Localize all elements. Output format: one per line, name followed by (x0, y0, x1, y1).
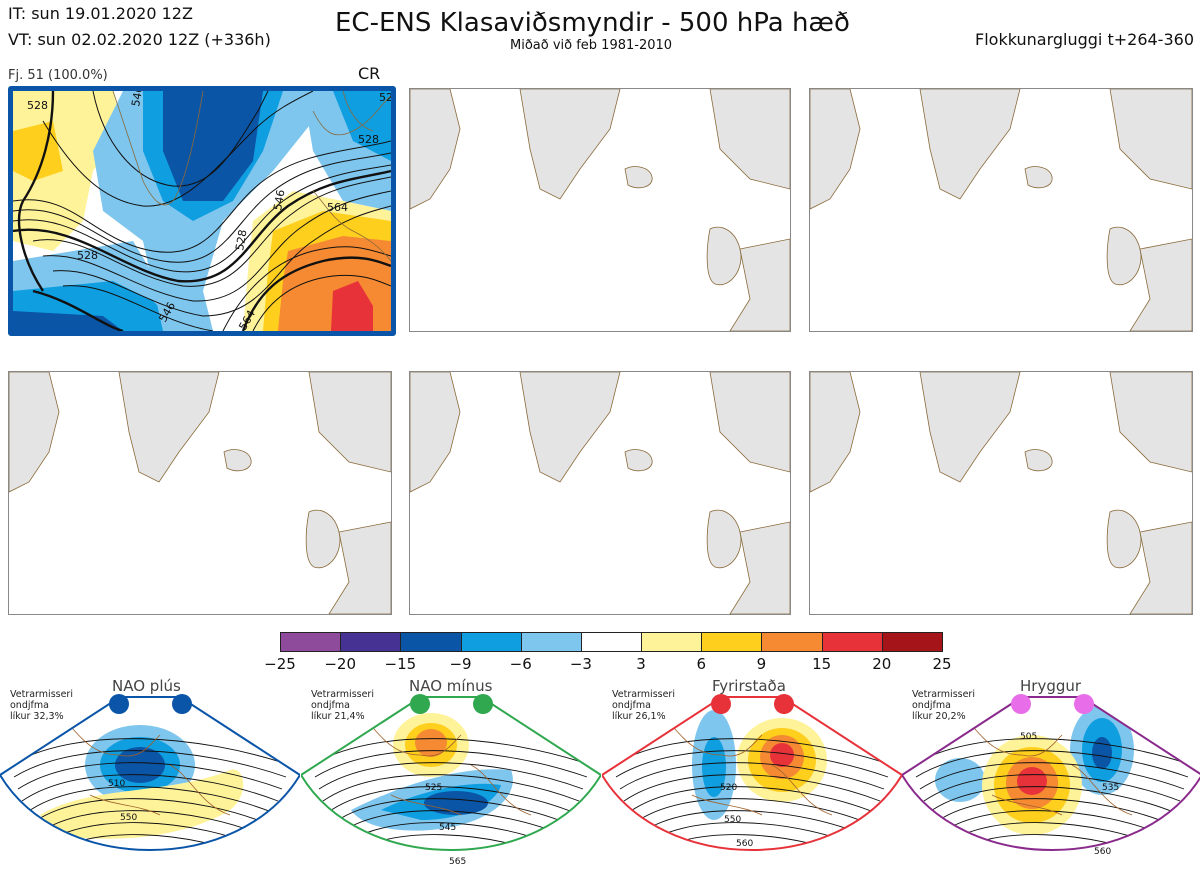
colorbar-swatch (520, 632, 582, 652)
colorbar-swatch (821, 632, 883, 652)
contour-label: 535 (1102, 783, 1120, 793)
contour-label: 528 (27, 99, 48, 112)
regime-thumbnail[interactable]: Fyrirstaða Vetrarmisseri ondjfma líkur 26,1… (602, 675, 902, 871)
regime-probability: Vetrarmisseri ondjfma líkur 21,4% (311, 689, 374, 722)
contour-label: 565 (449, 857, 467, 867)
colorbar-tick-label: 3 (636, 655, 646, 673)
anomaly-map: 528 546 528 528 546 564 528 546 564 528 (13, 91, 391, 331)
colorbar-tick-label: 9 (756, 655, 767, 673)
colorbar-tick-label: 15 (812, 655, 832, 673)
cluster-panel-3[interactable] (809, 88, 1193, 332)
contour-label: 528 (77, 249, 98, 262)
valid-time: VT: sun 02.02.2020 12Z (+336h) (8, 30, 271, 49)
regime-marker (774, 694, 794, 714)
colorbar-tick-label: −9 (449, 655, 472, 673)
colorbar-tick-label: 25 (932, 655, 952, 673)
contour-label: 528 (379, 91, 391, 104)
member-count-label: Fj. 51 (100.0%) (8, 68, 108, 83)
colorbar-swatch (881, 632, 943, 652)
contour-label: 525 (425, 783, 443, 793)
page-title: EC-ENS Klasaviðsmyndir - 500 hPa hæð (335, 8, 850, 38)
contour-label: 546 (271, 189, 287, 212)
regime-probability: Vetrarmisseri ondjfma líkur 20,2% (912, 689, 975, 722)
empty-map (810, 89, 1192, 331)
regime-probability: Vetrarmisseri ondjfma líkur 26,1% (612, 689, 675, 722)
colorbar-swatch (400, 632, 462, 652)
contour-label: 520 (720, 783, 738, 793)
cluster-panel-1[interactable]: 528 546 528 528 546 564 528 546 564 528 (8, 86, 396, 336)
regime-thumbnail[interactable]: Hryggur Vetrarmisseri ondjfma líkur 20,2% 50… (902, 675, 1200, 871)
contour-label: 560 (1094, 847, 1112, 857)
initial-time: IT: sun 19.01.2020 12Z (8, 4, 193, 23)
cluster-panel-2[interactable] (409, 88, 791, 332)
colorbar-swatch (340, 632, 402, 652)
regime-name: NAO plús (112, 677, 181, 695)
contour-label: 510 (108, 779, 126, 789)
regime-marker (109, 694, 129, 714)
regime-marker (711, 694, 731, 714)
colorbar-tick-label: −20 (324, 655, 356, 673)
colorbar-swatch (761, 632, 823, 652)
contour-label: 560 (736, 839, 754, 849)
regime-name: NAO mínus (409, 677, 493, 695)
contour-label: 550 (120, 813, 138, 823)
contour-label: 550 (724, 815, 742, 825)
colorbar-tick-label: 20 (872, 655, 892, 673)
regime-map (0, 694, 300, 851)
colorbar-tick-label: −25 (264, 655, 296, 673)
regime-marker (473, 694, 493, 714)
regime-map (301, 694, 601, 851)
regime-thumbnail[interactable]: NAO mínus Vetrarmisseri ondjfma líkur 21,4%… (301, 675, 601, 871)
regime-thumbnail[interactable]: NAO plús Vetrarmisseri ondjfma líkur 32,3% 5… (0, 675, 300, 871)
regime-map (902, 694, 1200, 851)
regime-marker (1074, 694, 1094, 714)
colorbar-swatch (460, 632, 522, 652)
classification-window: Flokkunargluggi t+264-360 (975, 30, 1194, 49)
colorbar-tick-label: 6 (696, 655, 707, 673)
cluster-panel-6[interactable] (809, 371, 1193, 615)
contour-label: 564 (327, 201, 348, 214)
colorbar (280, 632, 943, 652)
contour-labels: 528 546 528 528 546 564 528 546 564 528 (27, 91, 391, 331)
regime-map (602, 694, 902, 851)
empty-map (410, 372, 790, 614)
regime-probability: Vetrarmisseri ondjfma líkur 32,3% (10, 689, 73, 722)
colorbar-swatch (701, 632, 763, 652)
contour-label: 505 (1020, 732, 1038, 742)
cluster-panel-4[interactable] (8, 371, 392, 615)
empty-map (810, 372, 1192, 614)
page-subtitle: Miðað við feb 1981-2010 (510, 38, 673, 53)
colorbar-tick-label: −3 (569, 655, 592, 673)
colorbar-tick-label: −6 (509, 655, 532, 673)
contour-label: 546 (129, 91, 145, 108)
contour-label: 528 (358, 133, 379, 146)
regime-marker (1011, 694, 1031, 714)
regime-marker (172, 694, 192, 714)
colorbar-swatch (280, 632, 342, 652)
colorbar-tick-label: −15 (384, 655, 417, 673)
regime-marker (410, 694, 430, 714)
contour-label: 528 (233, 229, 249, 252)
cluster-panel-5[interactable] (409, 371, 791, 615)
regime-name: Hryggur (1020, 677, 1082, 695)
colorbar-swatch (641, 632, 703, 652)
cluster-code-label: CR (358, 64, 381, 83)
empty-map (9, 372, 391, 614)
empty-map (410, 89, 790, 331)
regime-name: Fyrirstaða (712, 677, 786, 695)
contour-label: 545 (439, 823, 457, 833)
colorbar-swatch (580, 632, 643, 652)
